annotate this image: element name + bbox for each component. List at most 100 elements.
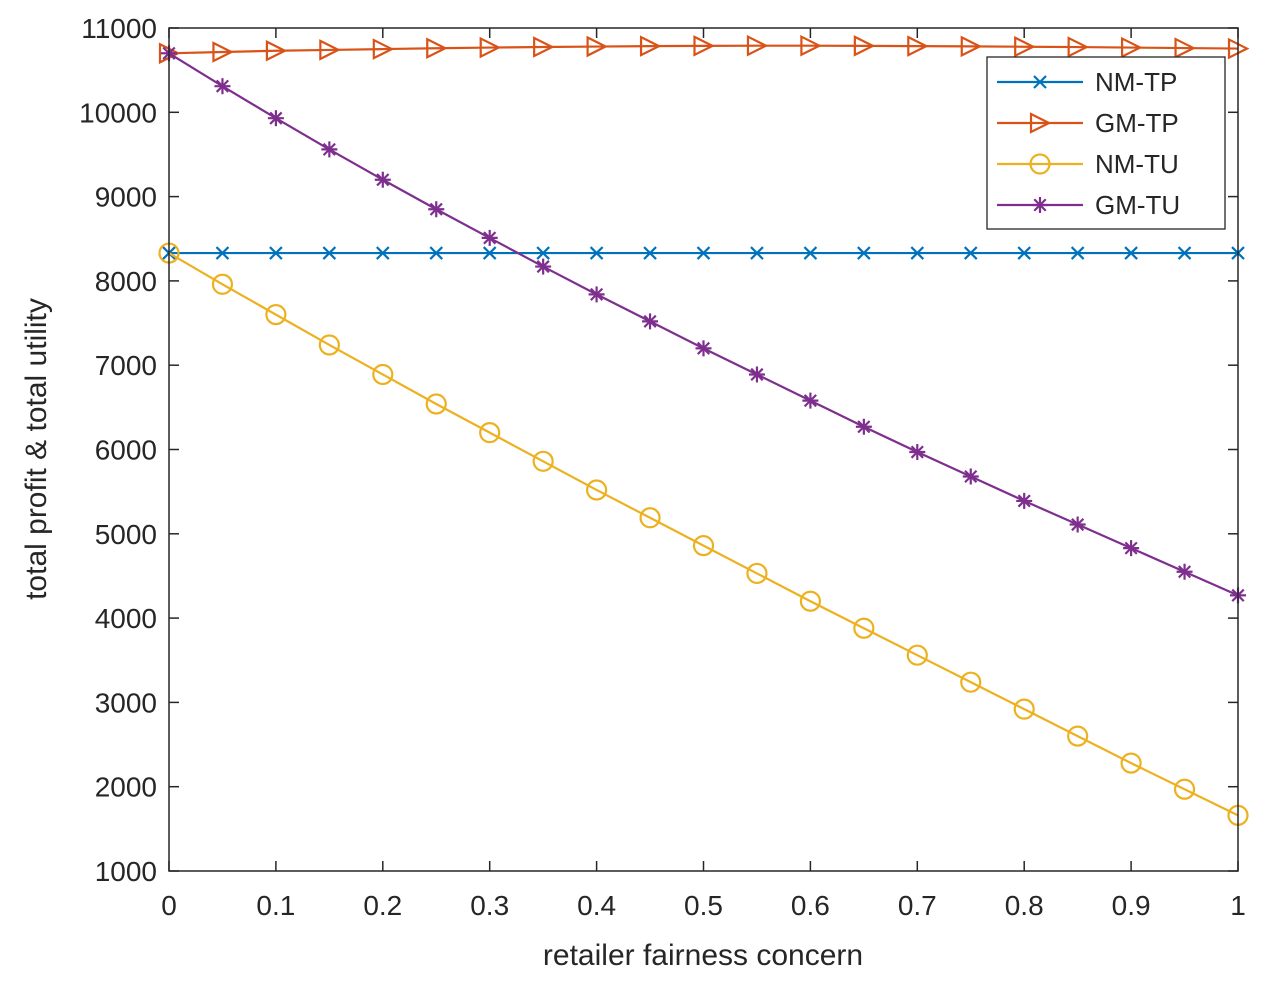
data-point-gm-tu bbox=[855, 418, 872, 435]
data-point-nm-tp bbox=[215, 246, 230, 260]
data-point-gm-tp bbox=[479, 36, 502, 59]
series-nm-tp bbox=[162, 246, 1245, 260]
data-point-gm-tp bbox=[533, 36, 555, 58]
data-point-gm-tu bbox=[1123, 540, 1140, 557]
data-point-gm-tp bbox=[372, 38, 395, 60]
data-point-nm-tp bbox=[269, 246, 283, 260]
legend-item-nm-tp: NM-TP bbox=[997, 67, 1177, 97]
data-point-nm-tp bbox=[429, 246, 444, 260]
data-point-gm-tu bbox=[481, 229, 498, 246]
data-point-gm-tu bbox=[802, 392, 819, 409]
x-tick-label: 1 bbox=[1230, 890, 1246, 921]
data-point-nm-tu bbox=[425, 393, 447, 415]
data-point-gm-tp bbox=[319, 39, 341, 61]
data-point-gm-tu bbox=[1176, 563, 1193, 580]
data-point-gm-tu bbox=[1069, 516, 1086, 533]
y-axis-ticks: 1000 2000 3000 4000 5000 6000 7000 8000 9000 1000… bbox=[79, 13, 1238, 887]
data-point-nm-tp bbox=[857, 246, 871, 260]
data-point-gm-tp bbox=[212, 41, 234, 63]
data-point-nm-tp bbox=[322, 246, 337, 260]
data-point-nm-tu bbox=[211, 273, 234, 295]
data-point-gm-tp bbox=[1120, 36, 1143, 59]
x-axis-label: retailer fairness concern bbox=[543, 939, 863, 972]
data-point-nm-tp bbox=[1070, 246, 1085, 260]
y-tick-label: 4000 bbox=[95, 603, 157, 634]
data-point-nm-tp bbox=[963, 246, 978, 260]
data-point-gm-tp bbox=[907, 35, 929, 57]
legend-label-nm-tp: NM-TP bbox=[1095, 67, 1177, 97]
data-point-nm-tu bbox=[1120, 752, 1142, 774]
legend: NM-TP GM-TP NM-TU GM-TU bbox=[986, 56, 1226, 230]
x-axis-ticks: 0 0.1 0.2 0.3 0.4 0.5 0.6 0.7 0.8 0.9 1 bbox=[161, 28, 1246, 921]
legend-item-nm-tu: NM-TU bbox=[997, 149, 1179, 179]
legend-marker-nm-tp bbox=[1033, 75, 1047, 89]
data-point-gm-tu bbox=[267, 110, 284, 127]
data-point-nm-tu bbox=[639, 507, 661, 529]
data-point-nm-tu bbox=[318, 334, 340, 356]
legend-label-nm-tu: NM-TU bbox=[1095, 149, 1179, 179]
legend-marker-gm-tu bbox=[1032, 197, 1048, 213]
x-tick-label: 0.8 bbox=[1005, 890, 1044, 921]
legend-box bbox=[986, 56, 1226, 230]
x-tick-label: 0 bbox=[161, 890, 177, 921]
data-point-nm-tp bbox=[1124, 246, 1138, 260]
series-gm-tu bbox=[161, 45, 1246, 604]
data-point-nm-tp bbox=[376, 246, 390, 260]
x-tick-label: 0.4 bbox=[577, 890, 616, 921]
y-tick-label: 7000 bbox=[95, 350, 157, 381]
data-point-nm-tu bbox=[532, 450, 554, 472]
legend-item-gm-tp: GM-TP bbox=[997, 108, 1179, 138]
data-point-gm-tu bbox=[321, 141, 338, 158]
data-point-nm-tu bbox=[265, 304, 287, 326]
x-tick-label: 0.3 bbox=[470, 890, 509, 921]
x-tick-label: 0.5 bbox=[684, 890, 723, 921]
y-tick-label: 2000 bbox=[95, 772, 157, 803]
data-point-gm-tu bbox=[374, 171, 391, 188]
data-point-gm-tu bbox=[535, 258, 552, 275]
data-point-gm-tu bbox=[588, 286, 605, 303]
data-point-nm-tu bbox=[746, 562, 768, 585]
data-point-nm-tp bbox=[696, 246, 711, 260]
legend-item-gm-tu: GM-TU bbox=[997, 190, 1180, 220]
data-point-gm-tp bbox=[1014, 35, 1036, 58]
data-point-gm-tu bbox=[642, 313, 659, 330]
y-tick-label: 11000 bbox=[81, 13, 157, 44]
data-point-gm-tp bbox=[746, 34, 769, 57]
legend-marker-nm-tu bbox=[1029, 153, 1051, 175]
data-point-nm-tp bbox=[1017, 246, 1031, 260]
legend-label-gm-tp: GM-TP bbox=[1095, 108, 1179, 138]
data-point-nm-tp bbox=[1177, 246, 1192, 260]
data-point-gm-tp bbox=[1067, 36, 1090, 58]
data-point-nm-tu bbox=[853, 617, 875, 639]
data-point-gm-tu bbox=[748, 366, 765, 383]
data-point-gm-tu bbox=[428, 201, 445, 218]
data-point-nm-tu bbox=[1173, 778, 1196, 800]
series-line-nm-tu bbox=[168, 252, 1239, 817]
data-point-gm-tu bbox=[962, 468, 979, 485]
data-point-gm-tp bbox=[800, 34, 822, 57]
x-tick-label: 0.6 bbox=[791, 890, 830, 921]
data-point-nm-tu bbox=[479, 422, 501, 444]
data-point-gm-tu bbox=[214, 78, 231, 95]
x-tick-label: 0.9 bbox=[1112, 890, 1151, 921]
y-tick-label: 1000 bbox=[95, 856, 157, 887]
data-point-gm-tp bbox=[693, 35, 715, 57]
data-point-gm-tp bbox=[265, 39, 288, 62]
legend-marker-gm-tp bbox=[1029, 112, 1052, 134]
data-point-nm-tp bbox=[536, 246, 550, 260]
data-point-nm-tp bbox=[803, 246, 818, 260]
plot-frame bbox=[168, 27, 1239, 872]
data-point-gm-tp bbox=[639, 35, 662, 57]
data-point-nm-tu bbox=[585, 479, 608, 501]
data-point-gm-tp bbox=[1174, 37, 1197, 59]
data-point-nm-tu bbox=[906, 644, 928, 666]
data-point-nm-tu bbox=[799, 590, 822, 612]
data-point-nm-tp bbox=[482, 246, 497, 260]
y-tick-label: 9000 bbox=[95, 182, 157, 213]
data-point-gm-tp bbox=[853, 35, 876, 57]
data-point-nm-tp bbox=[750, 246, 764, 260]
data-point-nm-tu bbox=[1067, 725, 1089, 747]
data-point-nm-tu bbox=[960, 671, 982, 693]
x-tick-label: 0.1 bbox=[256, 890, 295, 921]
